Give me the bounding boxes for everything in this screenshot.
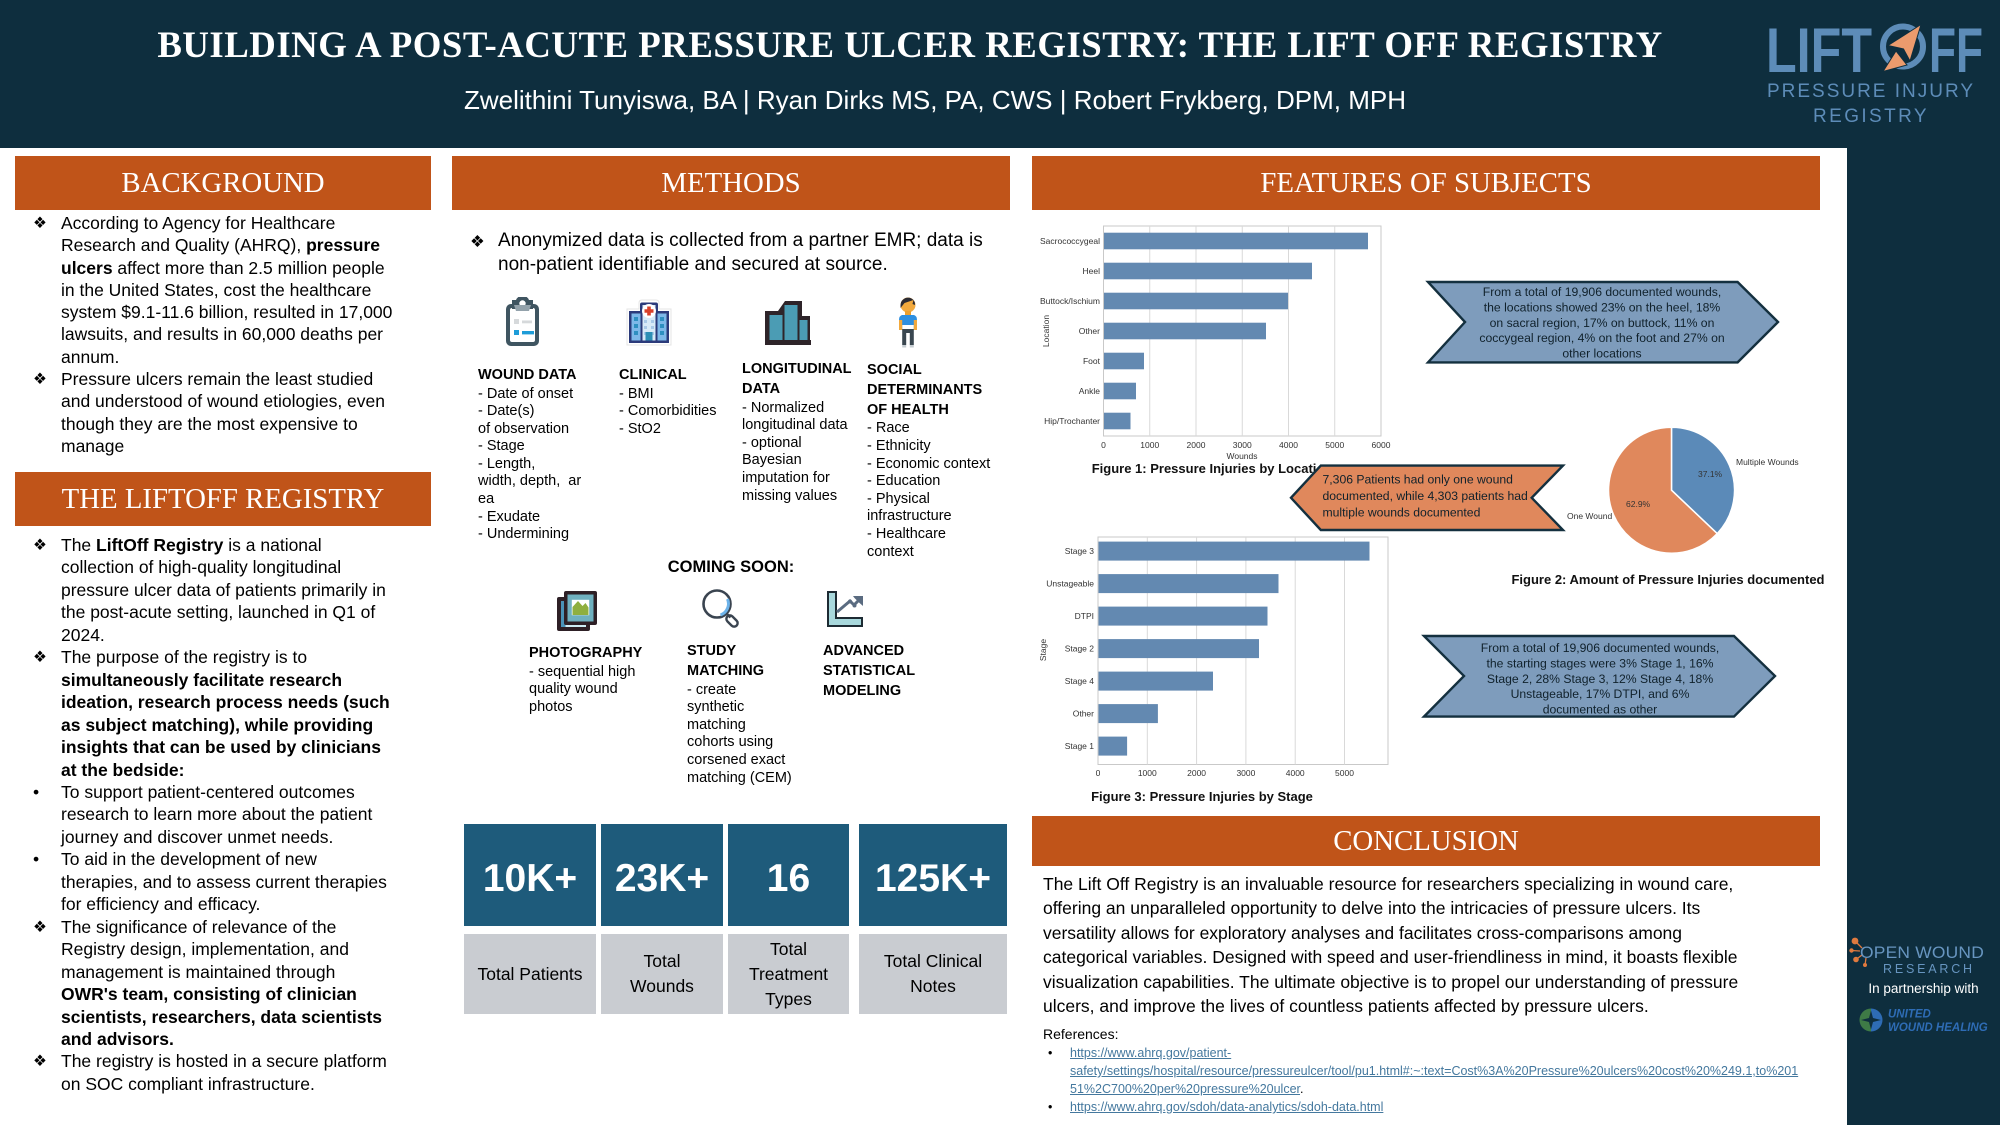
svg-text:37.1%: 37.1% <box>1698 469 1723 479</box>
svg-text:Buttock/Ischium: Buttock/Ischium <box>1040 296 1100 306</box>
svg-text:Location: Location <box>1041 315 1051 347</box>
svg-text:WOUND HEALING: WOUND HEALING <box>1888 1022 1988 1034</box>
svg-text:REGISTRY: REGISTRY <box>1813 106 1929 127</box>
svg-text:documented as other: documented as other <box>1543 703 1658 717</box>
svg-text:UNITED: UNITED <box>1888 1009 1931 1021</box>
svg-text:Stage 4: Stage 4 <box>1065 676 1095 686</box>
svg-text:4000: 4000 <box>1279 440 1298 450</box>
svg-text:From a total of 19,906 documen: From a total of 19,906 documented wounds… <box>1481 641 1719 655</box>
svg-text:1000: 1000 <box>1140 440 1159 450</box>
svg-text:Unstageable, 17% DTPI, and 6%: Unstageable, 17% DTPI, and 6% <box>1511 687 1690 701</box>
svg-text:Wounds: Wounds <box>1226 451 1257 461</box>
svg-text:OPEN WOUND: OPEN WOUND <box>1860 943 1984 962</box>
svg-text:5000: 5000 <box>1325 440 1344 450</box>
svg-text:other locations: other locations <box>1562 347 1641 361</box>
svg-text:7,306 Patients had only one wo: 7,306 Patients had only one wound <box>1323 473 1513 487</box>
svg-text:Foot: Foot <box>1083 356 1101 366</box>
svg-text:5000: 5000 <box>1335 768 1354 778</box>
svg-text:Other: Other <box>1079 326 1100 336</box>
svg-text:3000: 3000 <box>1236 768 1255 778</box>
svg-text:Other: Other <box>1073 709 1094 719</box>
svg-text:Sacrococcygeal: Sacrococcygeal <box>1040 236 1100 246</box>
svg-text:DTPI: DTPI <box>1075 611 1094 621</box>
svg-text:Hip/Trochanter: Hip/Trochanter <box>1044 416 1100 426</box>
svg-text:0: 0 <box>1101 440 1106 450</box>
svg-text:PRESSURE INJURY: PRESSURE INJURY <box>1767 81 1975 102</box>
svg-text:Heel: Heel <box>1083 266 1101 276</box>
svg-text:Ankle: Ankle <box>1079 386 1101 396</box>
svg-text:4000: 4000 <box>1286 768 1305 778</box>
svg-text:LIFT: LIFT <box>1766 16 1872 86</box>
svg-text:on sacral region, 17% on butto: on sacral region, 17% on buttock, 11% on <box>1490 316 1715 330</box>
svg-text:From a total of 19,906 documen: From a total of 19,906 documented wounds… <box>1483 285 1721 299</box>
svg-text:documented, while 4,303 patien: documented, while 4,303 patients had <box>1323 489 1528 503</box>
svg-text:Stage 3: Stage 3 <box>1065 546 1095 556</box>
svg-text:1000: 1000 <box>1138 768 1157 778</box>
svg-text:Multiple Wounds: Multiple Wounds <box>1736 457 1799 467</box>
svg-text:multiple wounds documented: multiple wounds documented <box>1323 506 1481 520</box>
svg-text:Stage 2: Stage 2 <box>1065 644 1095 654</box>
svg-text:the starting stages were 3% St: the starting stages were 3% Stage 1, 16% <box>1487 656 1714 670</box>
svg-text:6000: 6000 <box>1372 440 1391 450</box>
svg-text:2000: 2000 <box>1187 440 1206 450</box>
svg-text:2000: 2000 <box>1187 768 1206 778</box>
svg-text:Unstageable: Unstageable <box>1046 579 1094 589</box>
svg-text:the locations showed 23% on th: the locations showed 23% on the heel, 18… <box>1484 300 1721 314</box>
svg-text:Stage: Stage <box>1038 639 1048 661</box>
svg-text:3000: 3000 <box>1233 440 1252 450</box>
svg-text:62.9%: 62.9% <box>1626 499 1651 509</box>
svg-text:Stage 1: Stage 1 <box>1065 741 1095 751</box>
svg-text:coccygeal region, 4% on the fo: coccygeal region, 4% on the foot and 27%… <box>1479 331 1724 345</box>
svg-text:RESEARCH: RESEARCH <box>1883 962 1975 976</box>
svg-text:0: 0 <box>1096 768 1101 778</box>
svg-text:FF: FF <box>1929 16 1983 86</box>
svg-text:One Wound: One Wound <box>1567 511 1612 521</box>
svg-text:Wounds: Wounds <box>1227 779 1258 780</box>
svg-text:Stage 2, 28% Stage 3, 12% Stag: Stage 2, 28% Stage 3, 12% Stage 4, 18% <box>1487 672 1713 686</box>
